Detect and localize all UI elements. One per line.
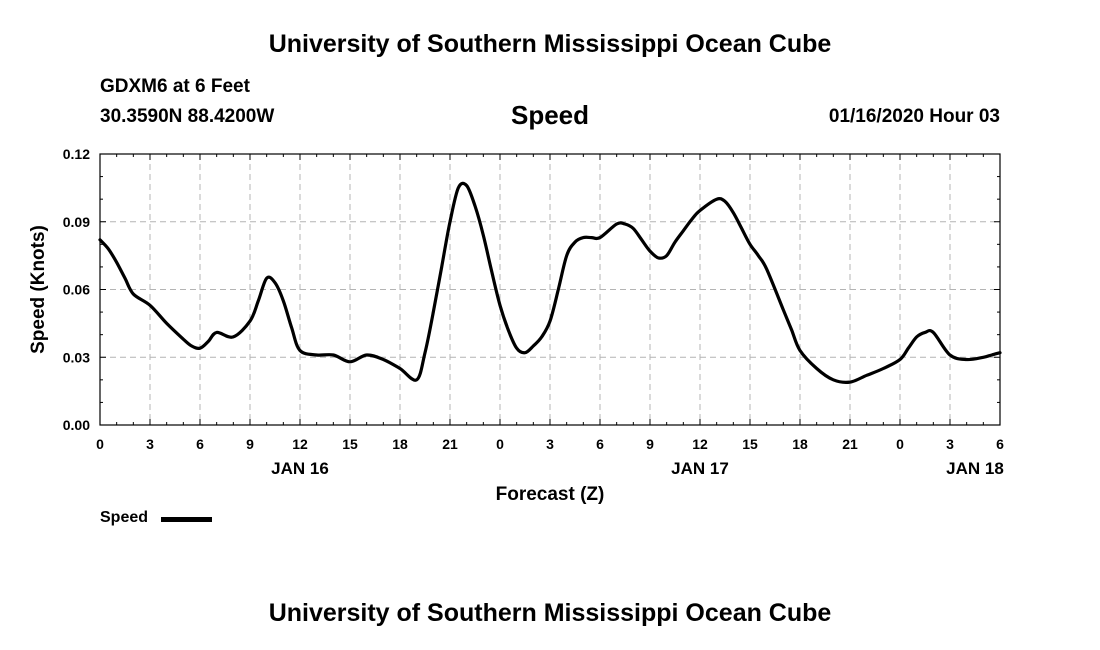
x-tick-label: 12 [692, 436, 708, 452]
legend-swatch [161, 517, 212, 522]
legend-label: Speed [100, 509, 149, 526]
x-tick-label: 0 [96, 436, 104, 452]
footer-title: University of Southern Mississippi Ocean… [268, 599, 832, 627]
x-tick-label: 3 [146, 436, 154, 452]
x-tick-label: 15 [342, 436, 358, 452]
x-tick-label: 6 [596, 436, 604, 452]
x-tick-label: 21 [842, 436, 858, 452]
date-label: JAN 18 [946, 459, 1004, 478]
series-line-speed [98, 181, 1002, 384]
x-tick-label: 15 [742, 436, 758, 452]
x-tick-label: 0 [896, 436, 904, 452]
date-label: JAN 17 [671, 459, 729, 478]
y-tick-label: 0.12 [63, 146, 90, 162]
x-tick-label: 3 [946, 436, 954, 452]
y-tick-label: 0.00 [63, 417, 90, 433]
y-tick-label: 0.09 [63, 214, 90, 230]
x-tick-label: 21 [442, 436, 458, 452]
x-tick-label: 6 [196, 436, 204, 452]
x-tick-label: 9 [646, 436, 654, 452]
x-axis-title: Forecast (Z) [496, 484, 605, 505]
x-tick-label: 12 [292, 436, 308, 452]
page-title: University of Southern Mississippi Ocean… [268, 30, 832, 58]
x-tick-label: 18 [792, 436, 808, 452]
y-tick-label: 0.03 [63, 349, 90, 365]
date-label: JAN 16 [271, 459, 329, 478]
x-tick-label: 0 [496, 436, 504, 452]
y-tick-label: 0.06 [63, 282, 90, 298]
datetime-label: 01/16/2020 Hour 03 [828, 106, 1000, 127]
x-tick-label: 18 [392, 436, 408, 452]
station-label: GDXM6 at 6 Feet [100, 76, 250, 97]
x-tick-label: 6 [996, 436, 1004, 452]
y-axis-title: Speed (Knots) [28, 225, 49, 354]
chart-title: Speed [510, 100, 590, 130]
coordinates-label: 30.3590N 88.4200W [100, 106, 275, 127]
x-tick-label: 3 [546, 436, 554, 452]
x-tick-label: 9 [246, 436, 254, 452]
